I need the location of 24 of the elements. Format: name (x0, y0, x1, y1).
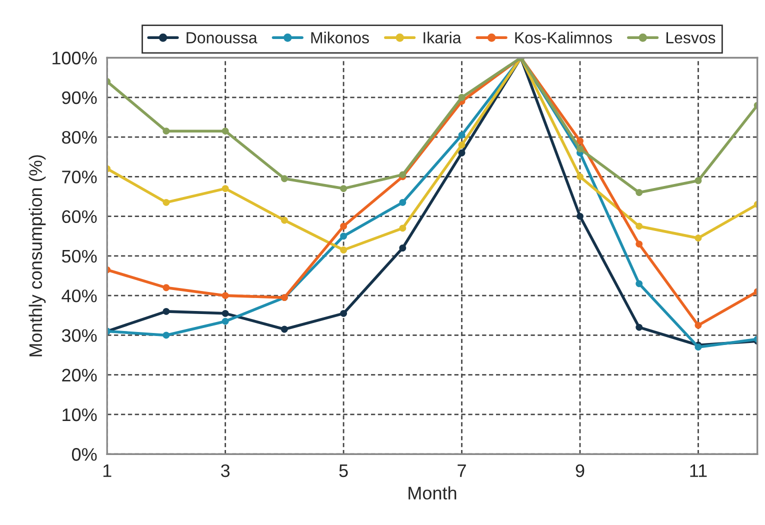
x-axis-title: Month (408, 486, 456, 500)
y-tick-label: 90% (62, 91, 97, 104)
y-tick-label: 0% (72, 448, 97, 461)
y-tick-label: 10% (62, 408, 97, 422)
y-tick-label: 20% (62, 368, 97, 382)
x-tick-label: 9 (576, 464, 584, 478)
x-tick-label: 11 (690, 464, 707, 477)
x-tick-label: 5 (339, 464, 348, 478)
legend-label: Donoussa (186, 32, 258, 44)
legend-label: Lesvos (666, 32, 716, 44)
legend-label: Mikonos (311, 32, 369, 44)
x-tick-label: 1 (103, 464, 112, 477)
y-tick-label: 80% (62, 130, 97, 144)
y-tick-label: 60% (62, 210, 97, 224)
y-tick-label: 40% (62, 290, 97, 302)
y-tick-label: 30% (62, 329, 97, 342)
x-tick-label: 7 (458, 464, 466, 477)
legend-label: Kos-Kalimnos (515, 32, 612, 44)
x-tick-label: 3 (220, 464, 230, 478)
legend-label: Ikaria (424, 32, 462, 44)
y-axis-title: Monthly consumption (%) (28, 155, 46, 356)
y-tick-label: 50% (62, 250, 97, 263)
y-tick-label: 100% (52, 52, 97, 64)
y-tick-label: 70% (62, 170, 97, 184)
